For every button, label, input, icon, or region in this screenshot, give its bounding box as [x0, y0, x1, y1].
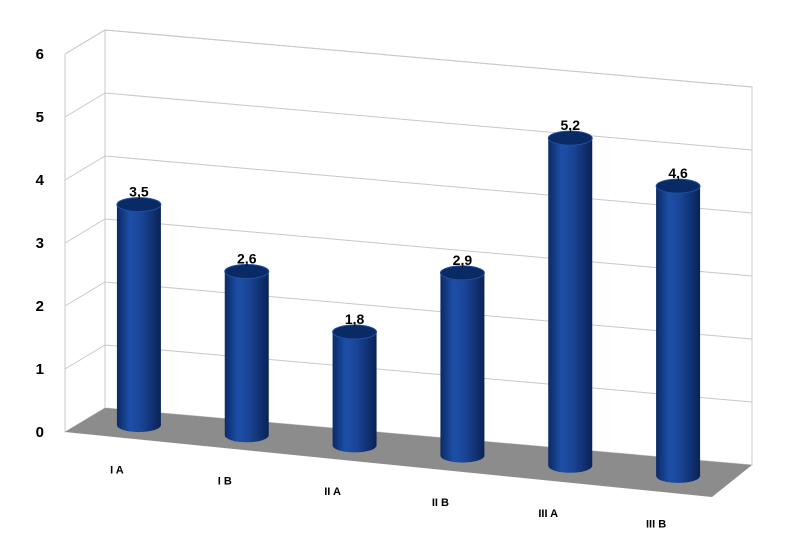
bar-top [655, 178, 701, 194]
chart-walls [64, 29, 753, 466]
y-tick-label: 6 [36, 46, 44, 63]
y-axis-ticks: 0 1 2 3 4 5 6 [36, 46, 45, 441]
bar [116, 197, 162, 433]
y-tick-label: 0 [36, 424, 44, 441]
gridline [64, 218, 753, 277]
data-label: 4,6 [668, 165, 688, 181]
bar-body [224, 271, 269, 443]
bar-top [439, 265, 485, 281]
bar [547, 130, 593, 473]
data-label: 3,5 [129, 184, 149, 200]
bar [332, 324, 378, 453]
category-label: II B [432, 497, 449, 509]
gridline [64, 92, 753, 151]
gridline [64, 281, 753, 340]
category-label: III A [538, 508, 558, 520]
gridline [64, 29, 753, 88]
bar-body [116, 204, 161, 433]
data-label: 2,9 [453, 252, 473, 268]
gridlines [64, 29, 753, 403]
gridline [64, 155, 753, 214]
bar-body [548, 138, 593, 473]
category-label: I A [110, 464, 124, 476]
y-tick-label: 5 [36, 109, 44, 126]
bar [655, 178, 701, 483]
bar-top [332, 324, 378, 340]
bar [439, 265, 485, 463]
bar-body [656, 186, 701, 483]
bar [224, 263, 270, 443]
category-label: III B [646, 519, 666, 531]
category-labels: I A I B II A II B III A III B [110, 464, 666, 530]
bars [116, 130, 701, 483]
category-label: II A [324, 486, 341, 498]
data-label: 1,8 [345, 311, 365, 327]
category-label: I B [218, 475, 232, 487]
bar-top [116, 197, 162, 213]
data-label: 5,2 [561, 117, 581, 133]
y-tick-label: 2 [36, 298, 44, 315]
gridline [64, 344, 753, 403]
data-labels: 3,5 2,6 1,8 2,9 5,2 4,6 [129, 117, 688, 327]
bar-body [440, 272, 485, 463]
y-tick-label: 1 [36, 361, 44, 378]
bar-top [224, 263, 270, 279]
bar-body [332, 332, 377, 453]
y-tick-label: 3 [36, 235, 44, 252]
y-tick-label: 4 [36, 172, 45, 189]
bar-top [547, 130, 593, 146]
data-label: 2,6 [237, 250, 257, 266]
